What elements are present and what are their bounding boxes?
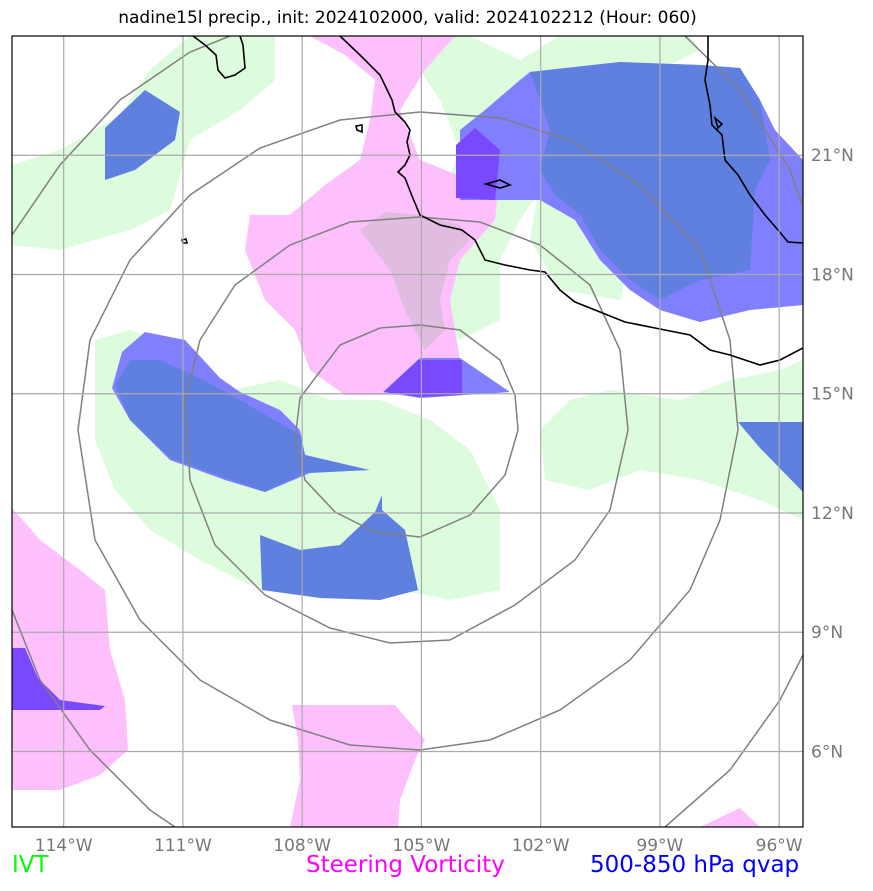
lat-tick-label: 6°N — [811, 742, 843, 762]
qvap-region — [738, 422, 803, 492]
range-ring — [664, 654, 803, 827]
qvap-region — [115, 360, 368, 492]
island — [355, 124, 363, 134]
range-ring — [12, 36, 231, 236]
island — [713, 115, 724, 130]
qvap-region — [260, 495, 418, 600]
qvap-region — [12, 648, 105, 710]
range-ring — [12, 609, 176, 827]
qvap-region — [456, 128, 500, 200]
lon-tick-label: 96°W — [756, 836, 803, 856]
map-title: nadine15l precip., init: 2024102000, val… — [118, 8, 697, 28]
range-rings — [12, 36, 803, 827]
coastline — [180, 36, 803, 366]
lon-tick-labels: 114°W 111°W 108°W 105°W 102°W 99°W 96°W — [35, 836, 803, 856]
lat-tick-label: 9°N — [811, 623, 843, 643]
gridlines — [12, 36, 803, 827]
island — [483, 179, 513, 189]
lon-tick-label: 114°W — [35, 836, 93, 856]
ivt-region — [540, 360, 803, 520]
legend-steering-vorticity: Steering Vorticity — [306, 852, 505, 878]
coastline-east — [704, 36, 803, 244]
vorticity-region — [360, 212, 470, 350]
qvap-region — [384, 360, 462, 397]
legend-ivt: IVT — [12, 852, 49, 878]
lon-tick-label: 99°W — [636, 836, 683, 856]
vorticity-region — [700, 808, 760, 827]
coastline-baja — [192, 36, 246, 79]
lon-tick-label: 111°W — [154, 836, 212, 856]
range-ring — [184, 216, 629, 644]
lon-tick-label: 105°W — [393, 836, 451, 856]
qvap-region — [530, 62, 770, 300]
vorticity-region — [290, 705, 425, 827]
qvap-region — [105, 90, 180, 180]
range-ring — [77, 111, 739, 751]
lat-tick-label: 12°N — [811, 504, 854, 524]
map-frame — [11, 35, 804, 828]
lat-tick-label: 18°N — [811, 265, 854, 285]
legend-qvap: 500-850 hPa qvap — [590, 852, 800, 878]
lat-tick-label: 21°N — [811, 146, 854, 166]
range-ring — [294, 324, 519, 538]
lon-tick-label: 102°W — [512, 836, 570, 856]
lon-tick-label: 108°W — [273, 836, 331, 856]
vorticity-layer — [12, 36, 760, 827]
lat-tick-labels: 6°N 9°N 12°N 15°N 18°N 21°N — [811, 146, 854, 762]
lat-tick-label: 15°N — [811, 385, 854, 405]
vorticity-region — [12, 508, 128, 790]
coastline-mainland — [339, 36, 803, 366]
